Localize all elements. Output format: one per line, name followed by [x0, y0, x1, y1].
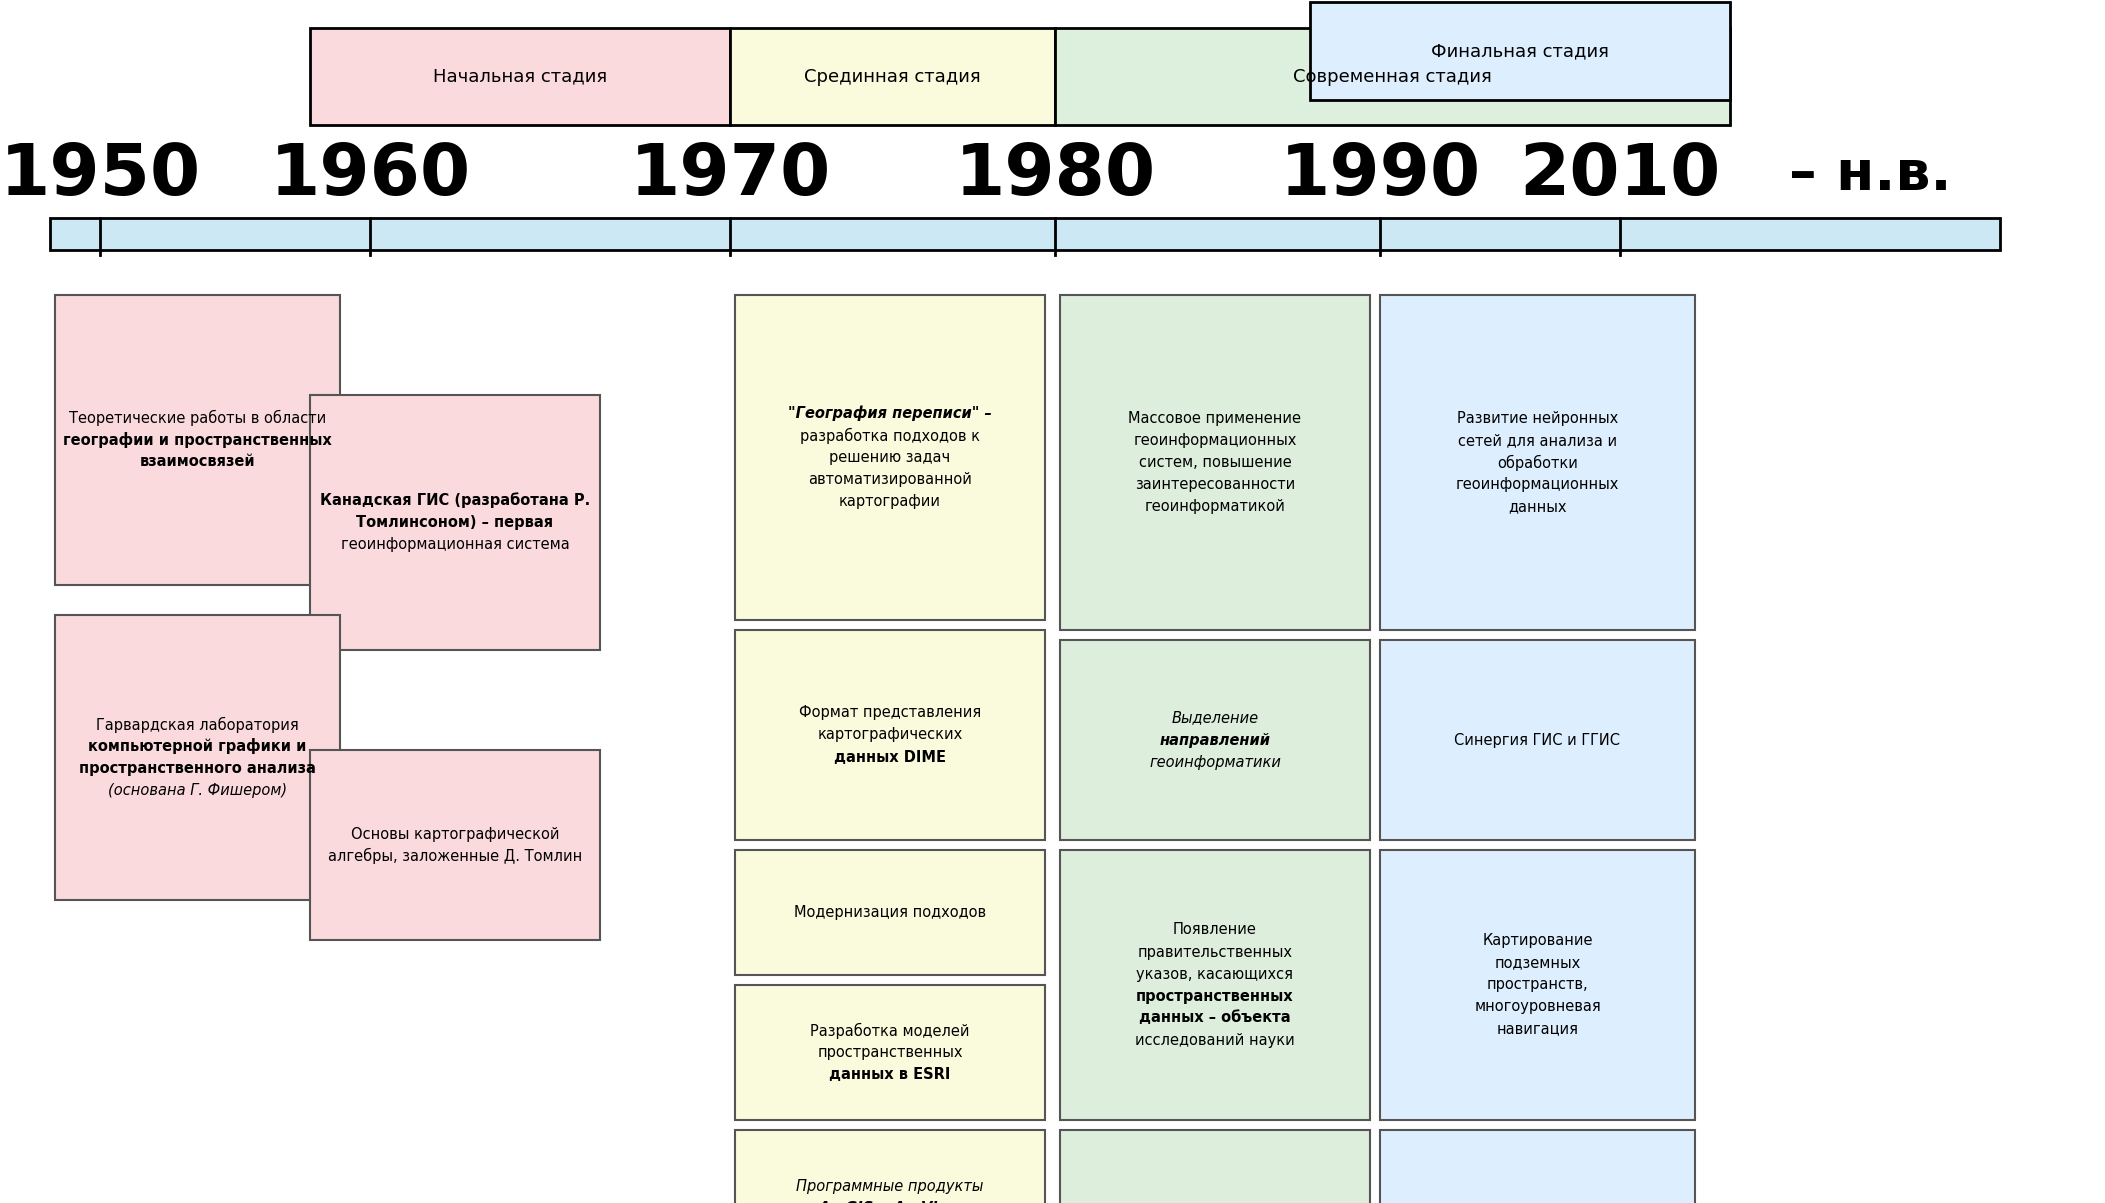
Text: "География переписи" –: "География переписи" – [787, 405, 991, 421]
FancyBboxPatch shape [309, 395, 600, 650]
Text: – н.в.: – н.в. [1789, 148, 1951, 202]
FancyBboxPatch shape [1381, 851, 1695, 1120]
Text: данных DIME: данных DIME [834, 749, 945, 764]
Text: сетей для анализа и: сетей для анализа и [1459, 433, 1617, 448]
Text: Развитие нейронных: Развитие нейронных [1457, 411, 1619, 426]
Text: Картирование: Картирование [1482, 934, 1593, 948]
Text: геоинформационных: геоинформационных [1132, 433, 1297, 448]
Text: указов, касающихся: указов, касающихся [1137, 966, 1292, 982]
FancyBboxPatch shape [735, 1130, 1044, 1203]
Text: геоинформатики: геоинформатики [1149, 754, 1282, 770]
Text: Теоретические работы в области: Теоретические работы в области [69, 410, 326, 426]
Text: систем, повышение: систем, повышение [1139, 455, 1290, 470]
Text: 1970: 1970 [629, 141, 831, 209]
FancyBboxPatch shape [1061, 640, 1370, 840]
FancyBboxPatch shape [1061, 851, 1370, 1120]
Text: данных в ESRI: данных в ESRI [829, 1067, 951, 1081]
Text: геоинформационная система: геоинформационная система [341, 537, 568, 552]
Text: правительственных: правительственных [1137, 944, 1292, 960]
Text: Основы картографической: Основы картографической [352, 826, 560, 842]
FancyBboxPatch shape [735, 295, 1044, 620]
FancyBboxPatch shape [55, 295, 341, 585]
Text: Гарвардская лаборатория: Гарвардская лаборатория [97, 717, 299, 733]
FancyBboxPatch shape [1061, 1130, 1370, 1203]
Text: Начальная стадия: Начальная стадия [434, 67, 606, 85]
Text: подземных: подземных [1495, 955, 1581, 971]
Text: геоинформационных: геоинформационных [1457, 478, 1619, 492]
Text: взаимосвязей: взаимосвязей [139, 455, 255, 469]
Text: Финальная стадия: Финальная стадия [1431, 42, 1608, 60]
FancyBboxPatch shape [55, 615, 341, 900]
Text: Формат представления: Формат представления [800, 705, 981, 721]
Text: картографии: картографии [840, 494, 941, 509]
Text: Модернизация подходов: Модернизация подходов [794, 905, 985, 920]
Text: Современная стадия: Современная стадия [1292, 67, 1492, 85]
Text: данных – объекта: данных – объекта [1139, 1011, 1290, 1025]
FancyBboxPatch shape [1055, 28, 1730, 125]
Text: пространственных: пространственных [1137, 989, 1295, 1003]
Text: Появление: Появление [1172, 923, 1257, 937]
Text: решению задач: решению задач [829, 450, 951, 466]
FancyBboxPatch shape [51, 218, 2000, 250]
FancyBboxPatch shape [1381, 295, 1695, 630]
FancyBboxPatch shape [735, 985, 1044, 1120]
Text: данных: данных [1509, 499, 1566, 514]
FancyBboxPatch shape [735, 851, 1044, 974]
FancyBboxPatch shape [309, 28, 730, 125]
Text: направлений: направлений [1160, 733, 1271, 747]
Text: Срединная стадия: Срединная стадия [804, 67, 981, 85]
Text: Синергия ГИС и ГГИС: Синергия ГИС и ГГИС [1455, 733, 1621, 747]
Text: Томлинсоном) – первая: Томлинсоном) – первая [356, 515, 554, 531]
Text: (основана Г. Фишером): (основана Г. Фишером) [107, 783, 286, 798]
Text: пространственного анализа: пространственного анализа [80, 761, 316, 776]
Text: географии и пространственных: географии и пространственных [63, 432, 333, 448]
Text: заинтересованности: заинтересованности [1135, 478, 1295, 492]
FancyBboxPatch shape [1381, 1130, 1695, 1203]
FancyBboxPatch shape [735, 630, 1044, 840]
Text: обработки: обработки [1497, 455, 1579, 470]
Text: Разработка моделей: Разработка моделей [810, 1023, 970, 1038]
Text: 1960: 1960 [269, 141, 472, 209]
FancyBboxPatch shape [1061, 295, 1370, 630]
Text: исследований науки: исследований науки [1135, 1032, 1295, 1048]
Text: навигация: навигация [1497, 1021, 1579, 1037]
Text: Выделение: Выделение [1172, 711, 1259, 725]
Text: 2010: 2010 [1520, 141, 1720, 209]
Text: компьютерной графики и: компьютерной графики и [88, 739, 307, 754]
Text: картографических: картографических [817, 728, 962, 742]
FancyBboxPatch shape [1381, 640, 1695, 840]
Text: разработка подходов к: разработка подходов к [800, 427, 981, 444]
Text: пространств,: пространств, [1486, 978, 1589, 992]
Text: Программные продукты: Программные продукты [796, 1179, 983, 1195]
Text: многоуровневая: многоуровневая [1474, 1000, 1602, 1014]
Text: 1990: 1990 [1280, 141, 1480, 209]
Text: пространственных: пространственных [817, 1045, 962, 1060]
Text: Массовое применение: Массовое применение [1128, 411, 1301, 426]
Text: 1980: 1980 [954, 141, 1156, 209]
FancyBboxPatch shape [309, 749, 600, 940]
Text: 1950: 1950 [0, 141, 200, 209]
FancyBboxPatch shape [730, 28, 1055, 125]
Text: алгебры, заложенные Д. Томлин: алгебры, заложенные Д. Томлин [328, 848, 583, 864]
Text: геоинформатикой: геоинформатикой [1145, 499, 1286, 514]
Text: ArcGIS и ArcView: ArcGIS и ArcView [819, 1201, 962, 1203]
FancyBboxPatch shape [1309, 2, 1730, 100]
Text: автоматизированной: автоматизированной [808, 472, 973, 487]
Text: Канадская ГИС (разработана Р.: Канадская ГИС (разработана Р. [320, 493, 589, 509]
